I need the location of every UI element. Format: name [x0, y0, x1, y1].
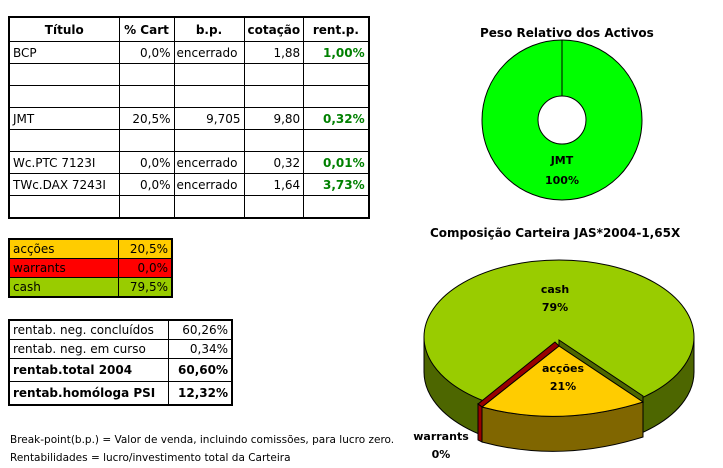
- composition-value: 79,5%: [117, 277, 173, 298]
- composition-row-warrants: warrants 0,0%: [8, 258, 173, 278]
- note-break-point: Break-point(b.p.) = Valor de venda, incl…: [10, 434, 395, 446]
- returns-value: 12,32%: [167, 381, 233, 406]
- returns-row: rentab. neg. em curso 0,34%: [8, 339, 233, 359]
- pie-label-warrants-name: warrants: [413, 430, 469, 443]
- returns-label: rentab.homóloga PSI: [8, 381, 169, 406]
- cell-rent: 1,00%: [303, 41, 370, 64]
- cell-titulo: JMT: [8, 107, 120, 130]
- cell-titulo: TWc.DAX 7243I: [8, 173, 120, 196]
- note-rentabilidades: Rentabilidades = lucro/investimento tota…: [10, 452, 291, 464]
- header-bp: b.p.: [173, 16, 245, 42]
- pie-3d-chart: cash 79% acções 21% warrants 0%: [413, 259, 695, 461]
- cell-cart: 0,0%: [118, 41, 175, 64]
- returns-table: rentab. neg. concluídos 60,26% rentab. n…: [8, 319, 233, 406]
- table-row: [8, 85, 370, 108]
- cell-bp: [173, 195, 245, 219]
- table-row: [8, 129, 370, 152]
- composition-value: 0,0%: [117, 258, 173, 278]
- composition-label: acções: [8, 238, 119, 259]
- composition-label: cash: [8, 277, 119, 298]
- cell-bp: encerrado: [173, 173, 245, 196]
- header-cart: % Cart: [118, 16, 175, 42]
- pie-slice-accoes: [480, 345, 645, 417]
- cell-cart: 20,5%: [118, 107, 175, 130]
- table-row: TWc.DAX 7243I 0,0% encerrado 1,64 3,73%: [8, 173, 370, 196]
- cell-rent: 3,73%: [303, 173, 370, 196]
- cell-rent: [303, 195, 370, 219]
- pie-label-cash-name: cash: [541, 283, 569, 296]
- doughnut-chart-title: Peso Relativo dos Activos: [480, 26, 654, 40]
- doughnut-label-value: 100%: [545, 174, 579, 187]
- composition-label: warrants: [8, 258, 119, 278]
- composition-value: 20,5%: [117, 238, 173, 259]
- pie-label-cash-value: 79%: [542, 301, 568, 314]
- doughnut-label-name: JMT: [550, 154, 574, 167]
- doughnut-chart: JMT 100%: [481, 39, 643, 201]
- returns-label: rentab.total 2004: [8, 358, 169, 382]
- returns-row-psi: rentab.homóloga PSI 12,32%: [8, 381, 233, 406]
- table-row: BCP 0,0% encerrado 1,88 1,00%: [8, 41, 370, 64]
- returns-value: 60,60%: [167, 358, 233, 382]
- table-row: [8, 195, 370, 219]
- holdings-header-row: Título % Cart b.p. cotação rent.p.: [8, 16, 370, 42]
- pie-label-accoes-name: acções: [542, 362, 584, 375]
- pie-label-accoes-value: 21%: [550, 380, 576, 393]
- composition-table: acções 20,5% warrants 0,0% cash 79,5%: [8, 238, 173, 298]
- returns-label: rentab. neg. em curso: [8, 339, 169, 359]
- pie-label-warrants-value: 0%: [432, 448, 451, 461]
- pie-side-warrants: [477, 403, 483, 443]
- composition-row-accoes: acções 20,5%: [8, 238, 173, 259]
- returns-label: rentab. neg. concluídos: [8, 319, 169, 340]
- returns-row-total: rentab.total 2004 60,60%: [8, 358, 233, 382]
- cell-bp: encerrado: [173, 41, 245, 64]
- composition-row-cash: cash 79,5%: [8, 277, 173, 298]
- doughnut-hole: [537, 95, 587, 145]
- holdings-table: Título % Cart b.p. cotação rent.p. BCP 0…: [8, 16, 370, 219]
- table-row: [8, 63, 370, 86]
- pie-chart-title: Composição Carteira JAS*2004-1,65X: [430, 226, 681, 240]
